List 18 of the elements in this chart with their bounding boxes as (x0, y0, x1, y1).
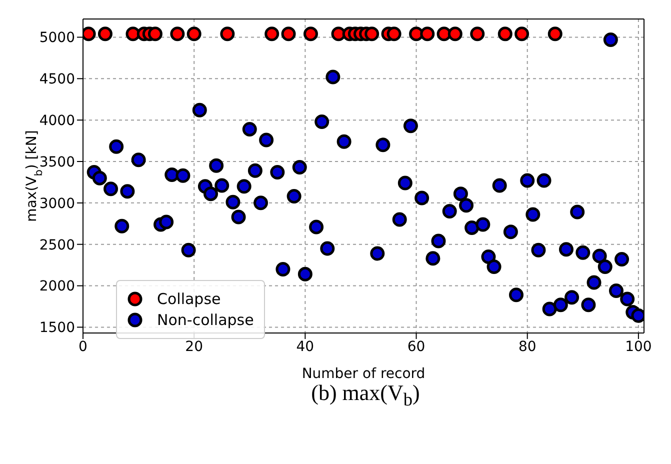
x-tick-label: 0 (78, 338, 88, 355)
y-tick-label: 3000 (39, 196, 75, 212)
y-tick-label: 3500 (39, 154, 75, 170)
y-tick-label: 4000 (39, 113, 75, 130)
legend-label: Non-collapse (157, 311, 254, 329)
y-tick-label: 4500 (39, 72, 75, 88)
text: (b) max(V$_{b}$) (311, 380, 420, 410)
x-tick-label: 100 (625, 338, 652, 355)
x-tick-label: 80 (518, 338, 536, 355)
y-tick-label: 2000 (39, 278, 75, 295)
y-tick-label: 2500 (39, 237, 75, 254)
legend-label: Collapse (157, 290, 221, 308)
x-axis-title: Number of record (302, 366, 426, 382)
x-tick-label: 20 (185, 338, 204, 355)
y-tick-label: 5000 (39, 30, 75, 46)
y-tick-label: 1500 (39, 320, 75, 336)
x-tick-label: 40 (296, 338, 314, 355)
x-tick-label: 60 (407, 338, 426, 355)
